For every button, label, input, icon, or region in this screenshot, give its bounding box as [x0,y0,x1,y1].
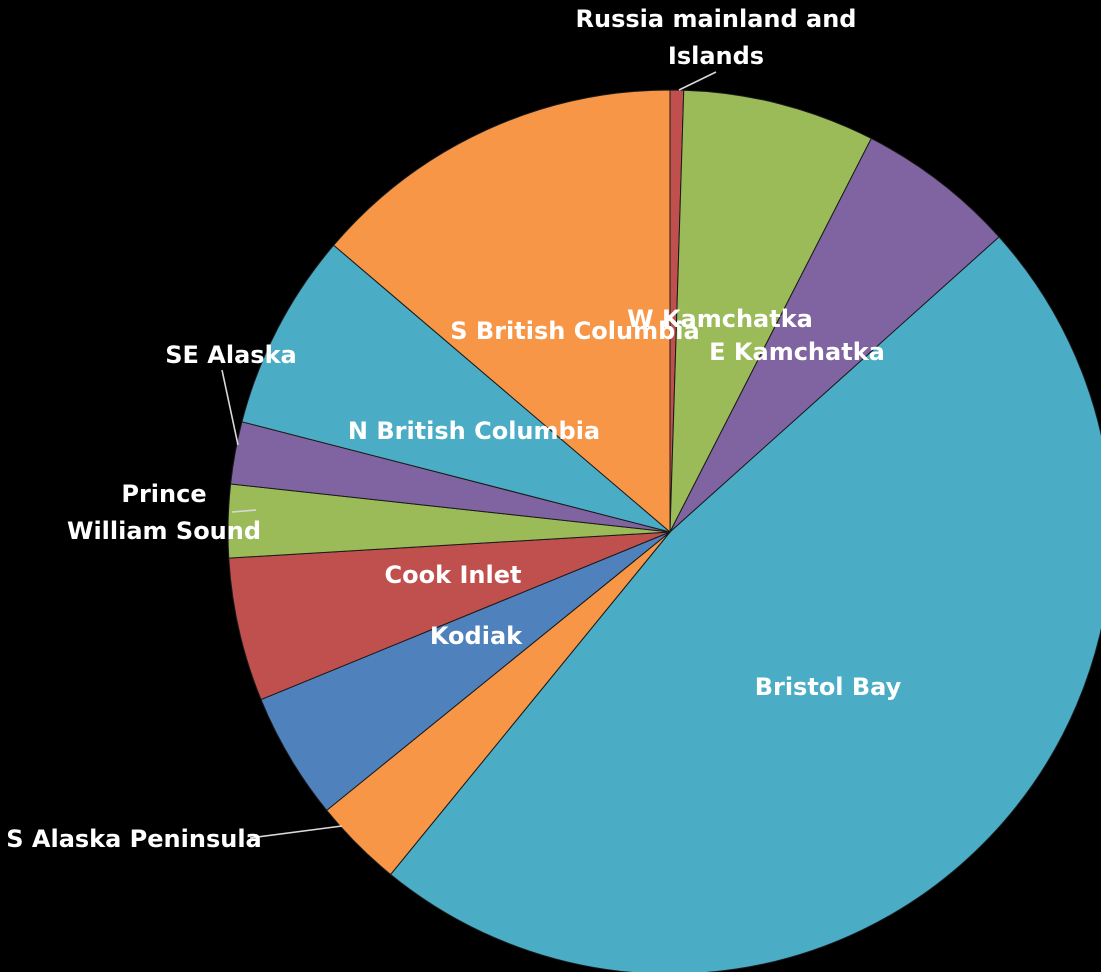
slices-layer [227,89,1101,972]
leader-lines [221,71,717,839]
pie-slice-cook-inlet [228,531,671,701]
pie-slice-w-kamchatka [669,89,872,533]
data-label-s-british-columbia: S British Columbia [450,317,699,345]
leader-line-se-alaska [221,369,239,446]
leader-line-russia-mainland-and-islands [678,71,717,91]
leader-line-s-alaska-peninsula [249,825,343,839]
leader-line-prince-william-sound [231,509,257,513]
pie-slice-e-kamchatka [669,137,1000,533]
data-label-russia-mainland-and-islands: Russia mainland and Islands [576,5,857,70]
data-label-bristol-bay: Bristol Bay [755,673,902,701]
data-label-s-alaska-peninsula: S Alaska Peninsula [6,825,262,853]
data-label-cook-inlet: Cook Inlet [385,561,522,589]
data-label-prince-william-sound: Prince William Sound [67,480,261,545]
data-label-n-british-columbia: N British Columbia [348,417,600,445]
pie-slice-bristol-bay [389,236,1101,972]
pie-slice-s-british-columbia [332,89,671,534]
pie-slice-n-british-columbia [241,244,671,533]
data-label-kodiak: Kodiak [430,622,523,650]
data-label-se-alaska: SE Alaska [165,341,296,369]
data-label-w-kamchatka: W Kamchatka [627,305,813,333]
data-labels: Russia mainland and Islands W Kamchatka E K… [6,5,901,853]
data-label-e-kamchatka: E Kamchatka [709,338,885,366]
